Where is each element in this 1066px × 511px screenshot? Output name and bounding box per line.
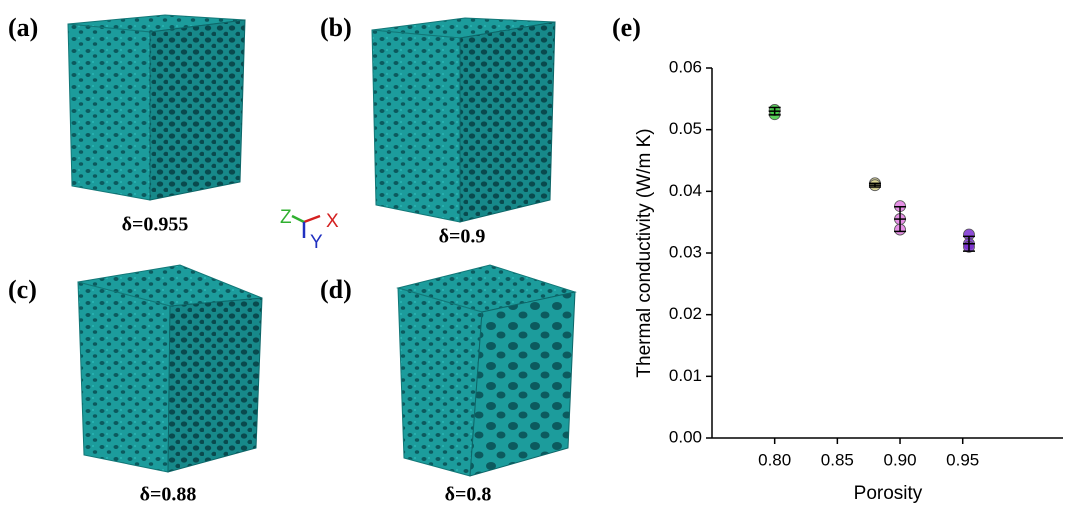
x-axis-label: Porosity <box>854 483 923 504</box>
panel-caption: δ=0.9 <box>439 226 486 248</box>
panel-label: (e) <box>612 13 641 42</box>
y-tick-label: 0.01 <box>669 366 702 385</box>
triad-label: Y <box>310 232 323 253</box>
foam-cube <box>371 17 556 223</box>
panel-caption: δ=0.955 <box>122 214 189 236</box>
cube-front <box>67 23 151 201</box>
cube-front <box>371 29 461 223</box>
triad-label: Z <box>280 207 292 228</box>
axes-triad: X Y Z <box>280 207 339 253</box>
foam-images <box>67 14 577 477</box>
triad-label: X <box>326 211 339 232</box>
y-tick-label: 0.03 <box>669 242 702 261</box>
cube-front <box>397 287 483 477</box>
y-tick-label: 0.05 <box>669 119 702 138</box>
y-axis-label: Thermal conductivity (W/m K) <box>634 128 655 377</box>
x-tick-label: 0.85 <box>821 450 854 469</box>
y-tick-label: 0.06 <box>669 57 702 76</box>
cube-side <box>469 291 576 477</box>
cube-side <box>149 19 246 201</box>
cube-side <box>459 21 556 223</box>
plot: 0.00 0.01 0.02 0.03 0.04 0.05 0.06 0.80 0.85 0.90… <box>669 57 979 469</box>
x-tick-label: 0.90 <box>883 450 916 469</box>
cube-front <box>77 281 171 473</box>
cube-side <box>167 297 263 473</box>
foam-cube <box>396 264 577 477</box>
panel-caption: δ=0.88 <box>140 484 197 506</box>
y-tick-label: 0.04 <box>669 181 702 200</box>
panel-label: (d) <box>320 275 352 304</box>
x-tick-label: 0.80 <box>758 450 791 469</box>
x-tick-label: 0.95 <box>946 450 979 469</box>
panel-label: (a) <box>8 13 38 42</box>
y-tick-label: 0.00 <box>669 427 702 446</box>
y-tick-label: 0.02 <box>669 304 702 323</box>
panel-label: (c) <box>8 275 37 304</box>
panel-caption: δ=0.8 <box>445 484 492 506</box>
foam-cube <box>77 264 263 473</box>
panel-label: (b) <box>320 13 352 42</box>
foam-cube <box>67 14 246 201</box>
